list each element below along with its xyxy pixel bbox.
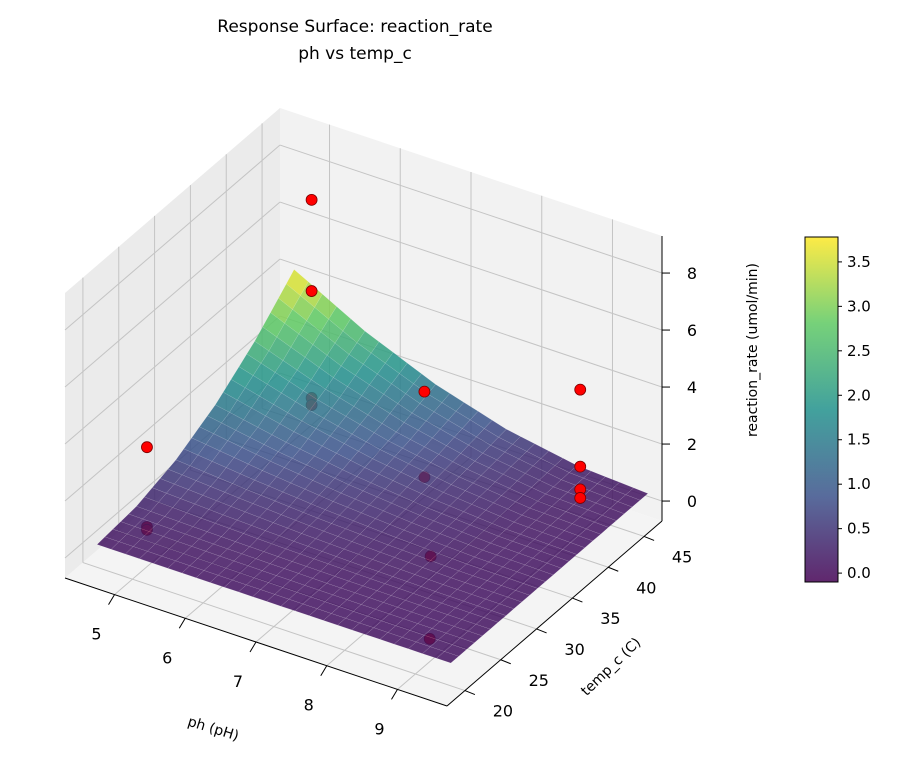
y-tick	[572, 597, 583, 603]
y-tick-label: 25	[529, 671, 549, 690]
back-gridline	[279, 201, 663, 331]
data-point	[574, 383, 587, 396]
data-point	[305, 193, 318, 206]
y-tick-label: 35	[600, 609, 620, 628]
surface-facet	[562, 542, 586, 555]
x-tick-label: 8	[304, 696, 314, 715]
back-gridline	[279, 258, 663, 388]
colorbar-ticks: 0.0 0.5 1.0 1.5 2.0 2.5 3.0 3.5	[838, 253, 871, 582]
y-tick	[464, 690, 476, 696]
y-tick-label: 20	[493, 702, 513, 721]
surface-facet	[522, 576, 546, 589]
y-tick-label: 40	[636, 578, 656, 597]
data-point	[574, 492, 587, 504]
x-tick	[249, 641, 257, 653]
surface-facet	[436, 651, 460, 664]
z-tick-label: 8	[687, 264, 697, 283]
y-tick-label: 30	[564, 640, 584, 659]
data-point	[574, 460, 587, 473]
left-gridline	[64, 258, 281, 445]
surface-facet	[625, 487, 649, 501]
colorbar-tick-label: 0.0	[847, 564, 871, 582]
colorbar-tick-label: 2.0	[847, 386, 871, 404]
x-tick	[108, 594, 115, 605]
x-tick-label: 6	[162, 648, 172, 667]
left-gridline	[64, 201, 281, 388]
surface-facet	[507, 590, 531, 603]
chart-title: Response Surface: reaction_rate	[217, 17, 492, 37]
z-tick-label: 0	[687, 492, 697, 511]
surface-facet	[538, 562, 562, 576]
data-point	[418, 385, 431, 398]
x-tick	[178, 618, 186, 629]
colorbar	[804, 236, 839, 583]
response-surface	[96, 269, 649, 664]
z-tick-label: 4	[687, 378, 697, 397]
chart-subtitle: ph vs temp_c	[298, 44, 412, 64]
left-gridline	[64, 144, 281, 331]
left-gridline	[64, 315, 281, 502]
z-tick-label: 6	[687, 321, 697, 340]
surface-facet	[546, 556, 570, 569]
surface-facet	[554, 549, 578, 562]
colorbar-tick-label: 3.5	[847, 253, 871, 271]
colorbar-tick-label: 1.5	[847, 431, 871, 449]
points-above-surface	[141, 193, 587, 504]
data-point	[141, 441, 153, 454]
y-axis-label: temp_c (C)	[578, 635, 644, 700]
y-axis-line	[446, 520, 663, 707]
x-axis-label: ph (pH)	[186, 714, 241, 745]
colorbar-tick-label: 3.0	[847, 297, 871, 315]
floor-gridline	[82, 562, 466, 692]
x-tick-label: 5	[91, 625, 101, 644]
x-tick	[391, 689, 398, 700]
y-tick-label: 45	[672, 547, 692, 566]
z-tick-label: 2	[687, 435, 697, 454]
colorbar-label: reaction_rate (umol/min)	[745, 263, 761, 437]
y-tick	[536, 628, 547, 634]
surface-facet	[467, 624, 491, 637]
colorbar-tick-label: 2.5	[847, 342, 871, 360]
x-tick-label: 7	[233, 672, 243, 691]
colorbar-tick-label: 0.5	[847, 520, 871, 538]
y-tick	[608, 566, 619, 572]
back-gridline	[279, 144, 663, 274]
colorbar-tick-label: 1.0	[847, 475, 871, 493]
axis-ticks: 5 6 7 8 9 20 25 30 35 40 45 0 2 4 6 8	[64, 236, 697, 738]
y-tick	[643, 535, 655, 541]
x-tick-label: 9	[374, 719, 384, 738]
data-point	[305, 285, 318, 297]
x-tick	[320, 665, 328, 676]
y-tick	[500, 659, 511, 665]
